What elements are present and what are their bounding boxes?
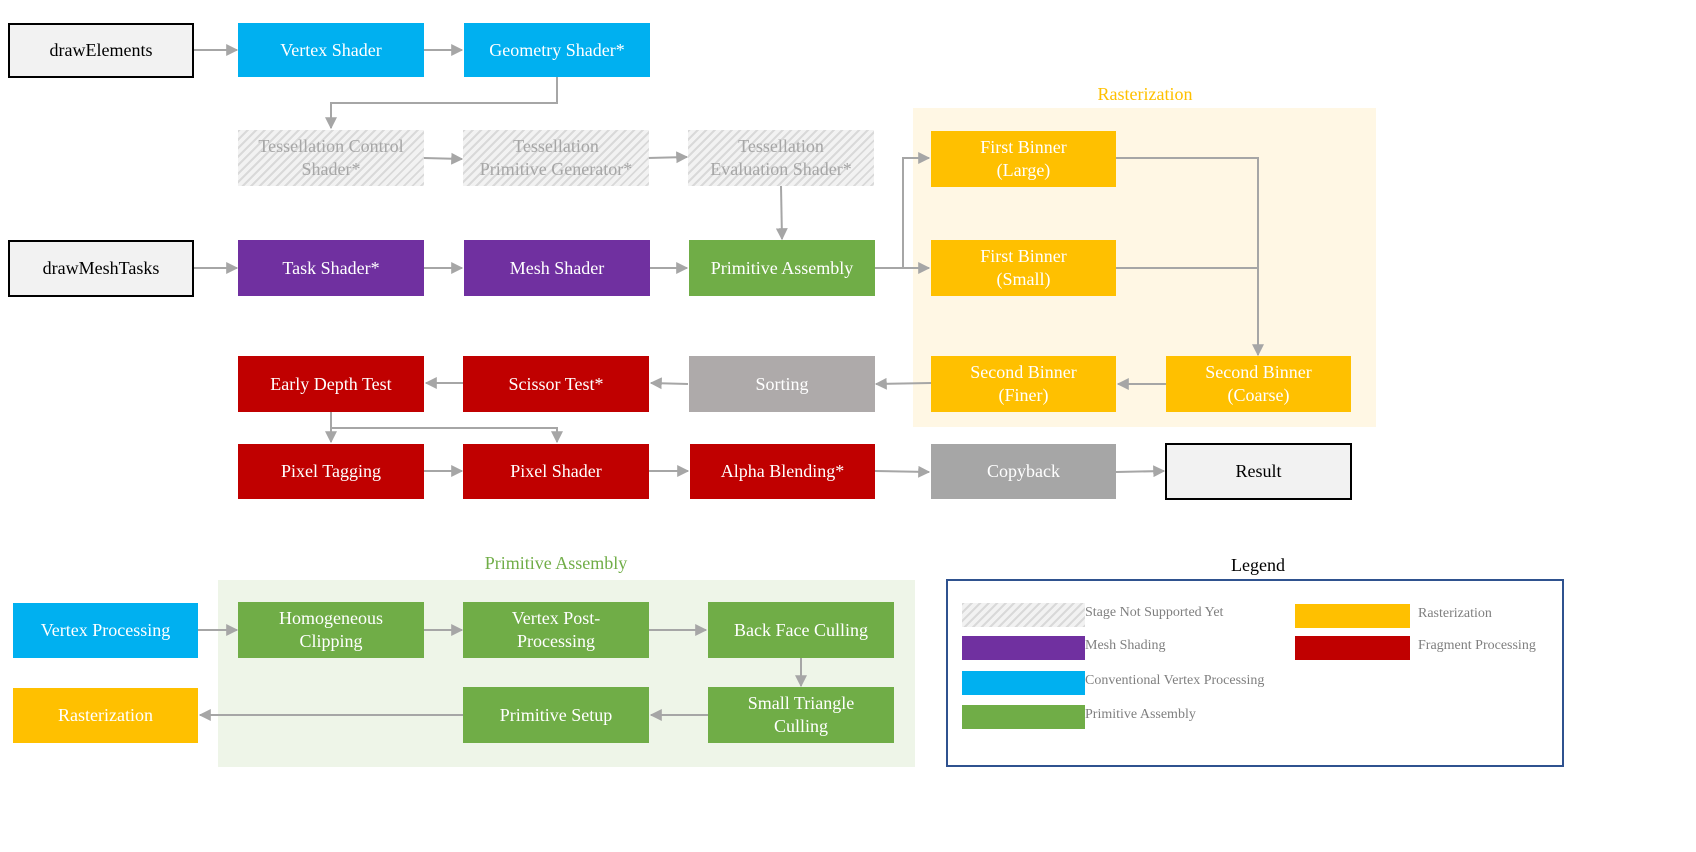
copyback-node: Copyback: [931, 444, 1116, 499]
legend-label-rasterization: Rasterization: [1418, 606, 1492, 621]
legend-swatch-conventional-vertex: [962, 671, 1085, 695]
legend-swatch-fragment-processing: [1295, 636, 1410, 660]
legend-swatch-mesh-shading: [962, 636, 1085, 660]
arrow-finer-sorting: [874, 377, 932, 390]
legend-label-fragment-processing: Fragment Processing: [1418, 638, 1536, 653]
arrow-sorting-scissor: [649, 377, 689, 390]
legend-label-not-supported: Stage Not Supported Yet: [1085, 605, 1224, 620]
vertex-post-processing-node: Vertex Post- Processing: [463, 602, 649, 658]
legend-label-mesh-shading: Mesh Shading: [1085, 638, 1166, 653]
legend-swatch-primitive-assembly: [962, 705, 1085, 729]
legend-title: Legend: [1231, 555, 1285, 575]
rasterization-node: Rasterization: [13, 688, 198, 743]
mesh-shader-node: Mesh Shader: [464, 240, 650, 296]
early-depth-test-node: Early Depth Test: [238, 356, 424, 412]
legend-label-conventional-vertex: Conventional Vertex Processing: [1085, 673, 1265, 688]
arrow-tesscontrol-primgen: [423, 152, 464, 165]
arrow-earlydepth-pixelshader: [331, 427, 563, 444]
pixel-tagging-node: Pixel Tagging: [238, 444, 424, 499]
legend-box: [946, 579, 1564, 767]
primitive-assembly-region-title: Primitive Assembly: [484, 553, 628, 573]
scissor-test-node: Scissor Test*: [463, 356, 649, 412]
first-binner-small-node: First Binner (Small): [931, 240, 1116, 296]
alpha-blending-node: Alpha Blending*: [690, 444, 875, 499]
arrow-copyback-result: [1115, 465, 1166, 478]
primitive-setup-node: Primitive Setup: [463, 687, 649, 743]
tessellation-evaluation-shader-node: Tessellation Evaluation Shader*: [688, 130, 874, 186]
legend-swatch-not-supported: [962, 603, 1085, 627]
first-binner-large-node: First Binner (Large): [931, 131, 1116, 187]
pixel-shader-node: Pixel Shader: [463, 444, 649, 499]
task-shader-node: Task Shader*: [238, 240, 424, 296]
arrow-firstlarge-coarse: [1116, 157, 1264, 357]
result-node: Result: [1165, 443, 1352, 500]
sorting-node: Sorting: [689, 356, 875, 412]
tessellation-primitive-generator-node: Tessellation Primitive Generator*: [463, 130, 649, 186]
second-binner-coarse-node: Second Binner (Coarse): [1166, 356, 1351, 412]
tessellation-control-shader-node: Tessellation Control Shader*: [238, 130, 424, 186]
arrow-alpha-copyback: [874, 465, 931, 478]
vertex-shader-node: Vertex Shader: [238, 23, 424, 77]
primitive-assembly-node: Primitive Assembly: [689, 240, 875, 296]
arrow-primgen-eval: [647, 151, 689, 164]
vertex-processing-node: Vertex Processing: [13, 603, 198, 658]
legend-label-primitive-assembly: Primitive Assembly: [1085, 707, 1196, 722]
geometry-shader-node: Geometry Shader*: [464, 23, 650, 77]
rasterization-region-title: Rasterization: [1097, 84, 1193, 104]
arrow-primassembly-firstlarge: [875, 152, 931, 269]
arrow-geometry-tesscontrol: [325, 77, 558, 130]
homogeneous-clipping-node: Homogeneous Clipping: [238, 602, 424, 658]
small-triangle-culling-node: Small Triangle Culling: [708, 687, 894, 743]
draw-mesh-tasks-node: drawMeshTasks: [8, 240, 194, 297]
second-binner-finer-node: Second Binner (Finer): [931, 356, 1116, 412]
arrow-eval-primassembly: [775, 185, 788, 241]
legend-swatch-rasterization: [1295, 604, 1410, 628]
back-face-culling-node: Back Face Culling: [708, 602, 894, 658]
draw-elements-node: drawElements: [8, 23, 194, 78]
